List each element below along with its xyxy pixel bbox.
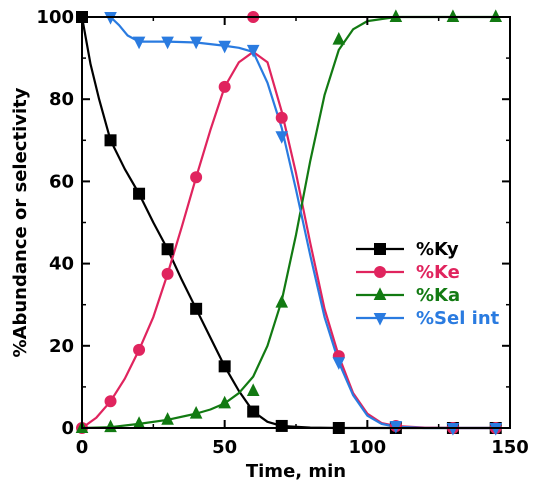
data-point-ky [275, 419, 288, 432]
data-point-ky [190, 302, 203, 315]
data-point-ke [190, 171, 203, 184]
data-point-ke [104, 395, 117, 408]
curves-layer [80, 15, 497, 430]
data-point-sel-int [218, 40, 231, 54]
data-point-ka [161, 412, 174, 425]
x-tick-label: 0 [76, 437, 89, 458]
x-tick-label: 100 [349, 437, 387, 458]
legend-label-ka: %Ka [416, 285, 460, 306]
data-point-sel-int [389, 420, 403, 434]
legend-label-ky: %Ky [416, 239, 459, 260]
data-point-ke [218, 80, 231, 93]
legend-marker-ka [373, 287, 387, 300]
legend-label-sel-int: %Sel int [416, 308, 500, 329]
legend-marker-sel-int [373, 313, 387, 326]
data-point-ky [161, 243, 174, 256]
legend-marker-ke [374, 266, 386, 278]
legend-label-ke: %Ke [416, 262, 460, 283]
data-point-sel-int [189, 36, 203, 50]
series-line-ky [80, 15, 497, 430]
data-point-sel-int [246, 44, 260, 58]
data-point-sel-int [332, 357, 346, 370]
tick-labels-layer: 0 50 100 150 0 20 40 60 80 100 [36, 7, 528, 458]
x-axis-title: Time, min [246, 461, 346, 482]
ticks-layer [81, 16, 511, 429]
y-tick-label: 0 [61, 418, 74, 439]
y-tick-label: 60 [49, 171, 74, 192]
y-tick-label: 20 [49, 336, 74, 357]
y-axis-title: %Abundance or selectivity [10, 87, 31, 357]
data-point-ka [218, 395, 231, 409]
legend: %Ky%Ke%Ka%Sel int [356, 239, 500, 329]
data-point-ka [332, 31, 346, 45]
legend-marker-ky [374, 243, 386, 255]
data-point-ky [218, 360, 231, 373]
plot-frame [81, 16, 511, 429]
data-point-ky [104, 134, 117, 147]
data-point-ke [161, 267, 174, 280]
y-tick-label: 100 [36, 7, 74, 28]
data-point-ke [275, 111, 288, 124]
y-tick-label: 80 [49, 89, 74, 110]
x-tick-label: 150 [491, 437, 529, 458]
data-point-sel-int [161, 36, 174, 50]
data-point-ke [133, 343, 146, 356]
data-point-ky [247, 405, 260, 418]
series-line-ka [80, 15, 497, 430]
data-point-sel-int [132, 36, 146, 50]
x-tick-label: 50 [212, 437, 237, 458]
y-tick-label: 40 [49, 254, 74, 275]
data-point-ka [246, 383, 260, 397]
series-line-sel-int [109, 15, 497, 430]
data-point-ka [275, 295, 289, 308]
markers-layer [75, 9, 503, 436]
data-point-ka [189, 405, 203, 419]
data-point-ky [133, 187, 146, 200]
data-point-sel-int [275, 131, 289, 144]
